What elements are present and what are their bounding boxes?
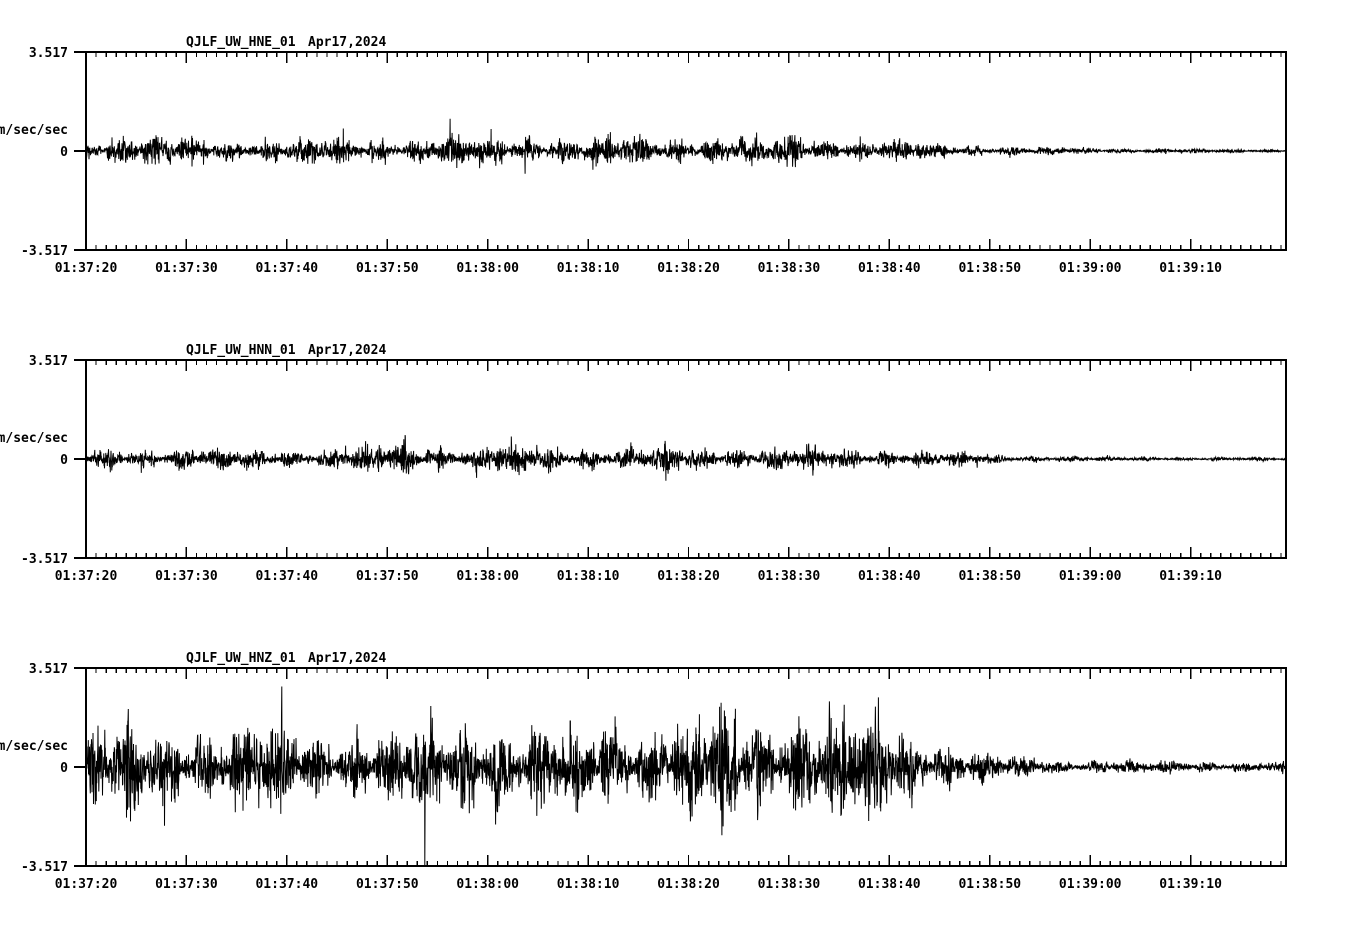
x-tick-label: 01:38:20 [657,261,720,276]
x-tick-label: 01:38:50 [958,569,1021,584]
waveform-panel-hnn: QJLF_UW_HNN_01 Apr17,2024 3.517 0 -3.517 cm/s… [0,320,1358,630]
x-tick-label: 01:37:40 [255,261,318,276]
x-tick-label: 01:39:00 [1059,877,1122,892]
x-tick-label: 01:38:30 [758,569,821,584]
x-tick-label: 01:38:00 [456,877,519,892]
x-tick-label: 01:38:50 [958,877,1021,892]
y-axis-zero-label: 0 [60,145,68,160]
x-tick-label: 01:37:50 [356,877,419,892]
y-axis-max-label: 3.517 [29,662,68,677]
y-axis-min-label: -3.517 [21,244,68,259]
x-tick-label: 01:38:10 [557,569,620,584]
x-tick-label: 01:39:00 [1059,569,1122,584]
x-tick-label: 01:38:00 [456,569,519,584]
x-axis-tick-labels: 01:37:20 01:37:30 01:37:40 01:37:50 01:38:00… [55,261,1222,276]
x-tick-label: 01:38:00 [456,261,519,276]
waveform-trace [85,435,1287,481]
x-tick-label: 01:38:50 [958,261,1021,276]
x-tick-label: 01:38:10 [557,877,620,892]
x-tick-label: 01:39:10 [1159,569,1222,584]
x-tick-label: 01:37:40 [255,877,318,892]
x-tick-label: 01:37:20 [55,261,118,276]
y-axis-ticks [74,667,86,867]
panel-title-date: Apr17,2024 [308,343,386,358]
y-axis-min-label: -3.517 [21,552,68,567]
x-tick-label: 01:37:30 [155,877,218,892]
y-axis-ticks [74,51,86,251]
x-tick-label: 01:37:20 [55,877,118,892]
waveform-panel-hnz: QJLF_UW_HNZ_01 Apr17,2024 3.517 0 -3.517 cm/s… [0,628,1358,938]
panel-title-station: QJLF_UW_HNE_01 [186,35,296,50]
x-tick-label: 01:39:10 [1159,877,1222,892]
y-axis-zero-label: 0 [60,453,68,468]
y-axis-ticks [74,359,86,559]
x-tick-label: 01:38:40 [858,877,921,892]
x-axis-ticks [85,668,1282,866]
x-tick-label: 01:38:20 [657,569,720,584]
x-tick-label: 01:37:50 [356,569,419,584]
y-axis-max-label: 3.517 [29,354,68,369]
waveform-trace [85,686,1287,867]
x-tick-label: 01:38:30 [758,261,821,276]
x-tick-label: 01:38:40 [858,261,921,276]
y-axis-min-label: -3.517 [21,860,68,875]
x-tick-label: 01:38:10 [557,261,620,276]
panel-title-station: QJLF_UW_HNN_01 [186,343,296,358]
x-axis-tick-labels: 01:37:20 01:37:30 01:37:40 01:37:50 01:38:00… [55,877,1222,892]
x-tick-label: 01:37:40 [255,569,318,584]
x-axis-ticks [85,52,1282,250]
x-tick-label: 01:37:30 [155,261,218,276]
x-axis-tick-labels: 01:37:20 01:37:30 01:37:40 01:37:50 01:38:00… [55,569,1222,584]
waveform-panel-hne: QJLF_UW_HNE_01 Apr17,2024 3.517 0 -3.517 cm/s… [0,12,1358,322]
x-tick-label: 01:37:50 [356,261,419,276]
x-tick-label: 01:37:20 [55,569,118,584]
x-tick-label: 01:39:00 [1059,261,1122,276]
y-axis-units-label: cm/sec/sec [0,739,68,754]
x-axis-ticks [85,360,1282,558]
x-tick-label: 01:38:30 [758,877,821,892]
panel-title-date: Apr17,2024 [308,651,386,666]
panel-title-station: QJLF_UW_HNZ_01 [186,651,296,666]
waveform-trace [85,118,1287,174]
x-tick-label: 01:38:40 [858,569,921,584]
y-axis-units-label: cm/sec/sec [0,431,68,446]
x-tick-label: 01:37:30 [155,569,218,584]
y-axis-units-label: cm/sec/sec [0,123,68,138]
x-tick-label: 01:39:10 [1159,261,1222,276]
y-axis-max-label: 3.517 [29,46,68,61]
x-tick-label: 01:38:20 [657,877,720,892]
y-axis-zero-label: 0 [60,761,68,776]
panel-title-date: Apr17,2024 [308,35,386,50]
